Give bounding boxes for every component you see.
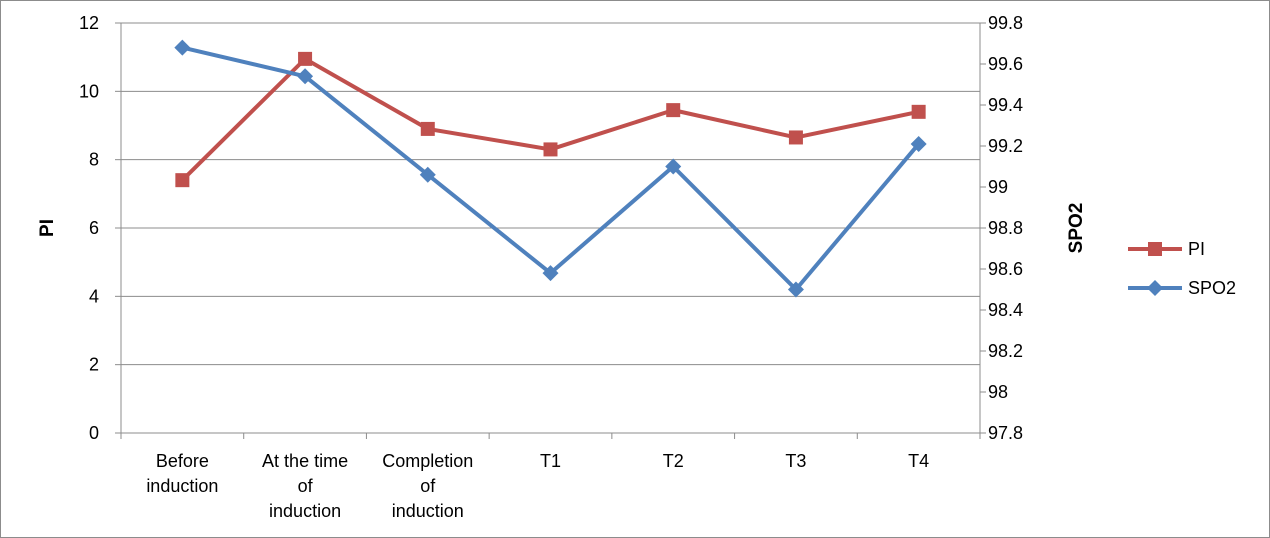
left-tick-label: 10 (79, 81, 99, 101)
category-label: T3 (785, 451, 806, 471)
right-tick-label: 98.4 (988, 300, 1023, 320)
right-tick-label: 99.4 (988, 95, 1023, 115)
left-tick-label: 4 (89, 286, 99, 306)
legend-marker-spo2 (1147, 280, 1163, 296)
category-label: of (420, 476, 436, 496)
right-tick-label: 99.8 (988, 13, 1023, 33)
left-axis-title: PI (37, 219, 58, 237)
right-tick-label: 98 (988, 382, 1008, 402)
spo2-point (174, 39, 191, 56)
pi-point (175, 173, 190, 188)
category-label: Completion (382, 451, 473, 471)
legend-marker-pi (1148, 242, 1162, 256)
spo2-point (542, 265, 559, 282)
category-label: induction (146, 476, 218, 496)
category-label: At the time (262, 451, 348, 471)
legend-label-spo2: SPO2 (1188, 278, 1236, 298)
spo2-series-line (181, 45, 921, 292)
category-label: Before (156, 451, 209, 471)
pi-point (911, 104, 926, 119)
spo2-point (787, 281, 804, 298)
left-tick-label: 6 (89, 218, 99, 238)
category-label: T2 (663, 451, 684, 471)
pi-point (788, 130, 803, 145)
right-tick-label: 97.8 (988, 423, 1023, 443)
left-tick-label: 2 (89, 355, 99, 375)
category-label: of (298, 476, 314, 496)
spo2-point (419, 166, 436, 183)
pi-point (666, 103, 681, 118)
category-label: induction (392, 501, 464, 521)
left-tick-label: 8 (89, 150, 99, 170)
pi-point (420, 121, 435, 136)
right-tick-label: 98.6 (988, 259, 1023, 279)
left-tick-label: 0 (89, 423, 99, 443)
pi-series-line (180, 56, 920, 182)
right-tick-label: 99.2 (988, 136, 1023, 156)
pi-point (298, 51, 313, 66)
spo2-point (665, 158, 682, 175)
category-label: T1 (540, 451, 561, 471)
spo2-point (910, 135, 927, 152)
spo2-point (297, 68, 314, 85)
right-tick-label: 99 (988, 177, 1008, 197)
right-tick-label: 98.8 (988, 218, 1023, 238)
right-tick-label: 98.2 (988, 341, 1023, 361)
pi-point (543, 142, 558, 157)
right-tick-label: 99.6 (988, 54, 1023, 74)
category-label: induction (269, 501, 341, 521)
right-axis-title: SPO2 (1066, 203, 1087, 254)
category-label: T4 (908, 451, 929, 471)
left-tick-label: 12 (79, 13, 99, 33)
legend-label-pi: PI (1188, 239, 1205, 259)
